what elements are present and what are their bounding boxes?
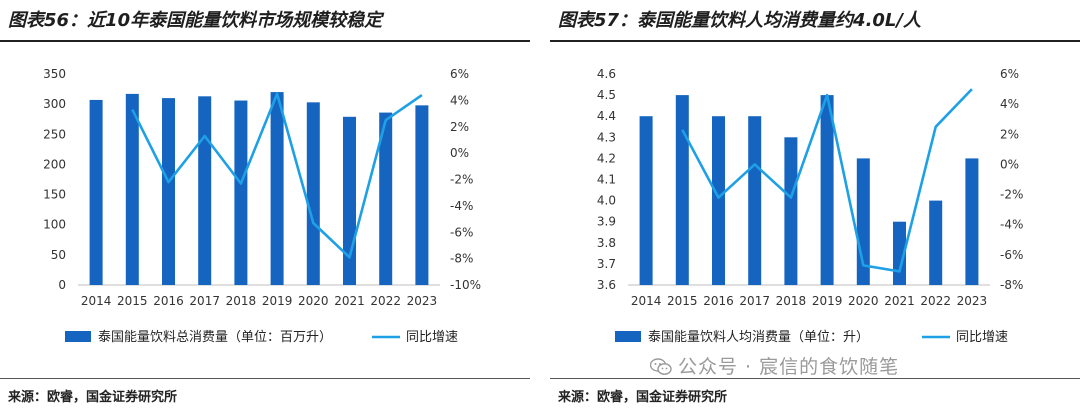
y-left-tick-label: 4.3 — [597, 130, 616, 144]
y-left-tick-label: 4.4 — [597, 109, 616, 123]
bar — [162, 98, 175, 285]
y-right-tick-label: -8% — [1000, 278, 1023, 292]
chart-title: 图表56：近10年泰国能量饮料市场规模较稳定 — [8, 10, 383, 31]
y-right-tick-label: -4% — [450, 199, 473, 213]
bar — [820, 95, 834, 285]
x-tick-label: 2017 — [189, 294, 220, 308]
y-left-tick-label: 4.5 — [597, 88, 616, 102]
y-left-tick-label: 250 — [43, 127, 66, 141]
bar — [639, 116, 653, 285]
y-right-tick-label: -10% — [450, 278, 481, 292]
x-tick-label: 2019 — [262, 294, 293, 308]
x-tick-label: 2022 — [370, 294, 401, 308]
x-tick-label: 2015 — [667, 294, 698, 308]
bar — [748, 116, 762, 285]
x-tick-label: 2020 — [298, 294, 329, 308]
growth-line — [131, 92, 423, 259]
bar — [379, 112, 393, 285]
x-tick-label: 2018 — [226, 294, 257, 308]
bar — [234, 100, 248, 285]
x-tick-label: 2015 — [117, 294, 148, 308]
y-right-tick-label: -2% — [1000, 188, 1023, 202]
x-tick-label: 2021 — [884, 294, 915, 308]
x-tick-label: 2023 — [957, 294, 988, 308]
x-tick-label: 2016 — [153, 294, 184, 308]
y-left-tick-label: 0 — [58, 278, 66, 292]
legend-line-label: 同比增速 — [406, 330, 458, 345]
x-tick-label: 2017 — [739, 294, 770, 308]
title-divider — [550, 40, 1080, 42]
chart-panel-57: 图表57：泰国能量饮料人均消费量约4.0L/人 3.6 3.7 3.8 3.9 4.0 4… — [550, 0, 1080, 412]
y-left-tick-label: 300 — [43, 97, 66, 111]
legend-bar-label: 泰国能量饮料人均消费量（单位：升） — [648, 330, 869, 345]
x-tick-label: 2021 — [334, 294, 365, 308]
y-right-tick-label: 2% — [450, 120, 469, 134]
y-right-tick-label: -4% — [1000, 218, 1023, 232]
x-tick-label: 2019 — [812, 294, 843, 308]
bar — [965, 158, 979, 285]
x-tick-label: 2020 — [848, 294, 879, 308]
y-left-tick-label: 4.1 — [597, 173, 616, 187]
legend-bar-label: 泰国能量饮料总消费量（单位：百万升） — [98, 330, 332, 345]
y-left-tick-label: 3.6 — [597, 278, 616, 292]
y-right-tick-label: -8% — [450, 252, 473, 266]
bar — [784, 137, 798, 285]
y-left-tick-label: 50 — [51, 248, 66, 262]
bar — [198, 96, 212, 285]
x-tick-label: 2018 — [776, 294, 807, 308]
bar — [415, 105, 429, 285]
x-tick-label: 2014 — [631, 294, 662, 308]
y-left-tick-label: 3.7 — [597, 257, 616, 271]
y-right-tick-label: -6% — [1000, 248, 1023, 262]
chart-title: 图表57：泰国能量饮料人均消费量约4.0L/人 — [558, 10, 921, 31]
y-right-tick-label: 0% — [450, 146, 469, 160]
bar — [929, 200, 943, 285]
x-tick-label: 2023 — [407, 294, 438, 308]
bar — [893, 221, 906, 285]
bar — [89, 99, 103, 285]
y-left-tick-label: 4.0 — [597, 194, 616, 208]
y-left-tick-label: 350 — [43, 67, 66, 81]
y-left-tick-label: 100 — [43, 218, 66, 232]
chart-57-svg: 3.6 3.7 3.8 3.9 4.0 4.1 4.2 4.3 4.4 4.5 4.6 -8% -6% -… — [597, 67, 1023, 345]
y-right-tick-label: 4% — [1000, 97, 1019, 111]
y-left-tick-label: 150 — [43, 188, 66, 202]
title-divider — [0, 40, 530, 42]
y-left-tick-label: 3.8 — [597, 236, 616, 250]
y-left-tick-label: 3.9 — [597, 215, 616, 229]
y-left-tick-label: 4.2 — [597, 151, 616, 165]
x-tick-label: 2016 — [703, 294, 734, 308]
y-right-tick-label: 2% — [1000, 127, 1019, 141]
x-tick-label: 2014 — [81, 294, 112, 308]
y-left-tick-label: 4.6 — [597, 67, 616, 81]
y-right-tick-label: -2% — [450, 173, 473, 187]
y-left-tick-label: 200 — [43, 157, 66, 171]
y-right-tick-label: -6% — [450, 225, 473, 239]
legend-bar-swatch — [65, 331, 91, 342]
bar — [675, 95, 689, 285]
wechat-icon — [650, 358, 672, 375]
bar — [270, 92, 284, 285]
bar — [306, 102, 320, 285]
bar — [712, 116, 725, 285]
bar — [125, 93, 139, 285]
growth-line — [681, 88, 973, 273]
chart-56-svg: 0 50 100 150 200 250 300 350 -10% -8% -6% -4% -2% 0% 2… — [43, 67, 481, 345]
y-right-tick-label: 4% — [450, 93, 469, 107]
source-divider — [550, 378, 1080, 379]
chart-panel-56: 图表56：近10年泰国能量饮料市场规模较稳定 0 50 100 150 200 250 30… — [0, 0, 530, 412]
legend-bar-swatch — [615, 331, 641, 342]
source-note: 来源：欧睿，国金证券研究所 — [8, 390, 178, 405]
source-divider — [0, 378, 530, 379]
y-right-tick-label: 6% — [1000, 67, 1019, 81]
x-tick-label: 2022 — [920, 294, 951, 308]
legend-line-label: 同比增速 — [956, 330, 1008, 345]
source-note: 来源：欧睿，国金证券研究所 — [558, 390, 728, 405]
watermark-text: 公众号 · 宸信的食饮随笔 — [678, 356, 900, 378]
bar — [343, 116, 356, 285]
y-right-tick-label: 0% — [1000, 157, 1019, 171]
y-right-tick-label: 6% — [450, 67, 469, 81]
watermark: 公众号 · 宸信的食饮随笔 — [650, 352, 899, 379]
